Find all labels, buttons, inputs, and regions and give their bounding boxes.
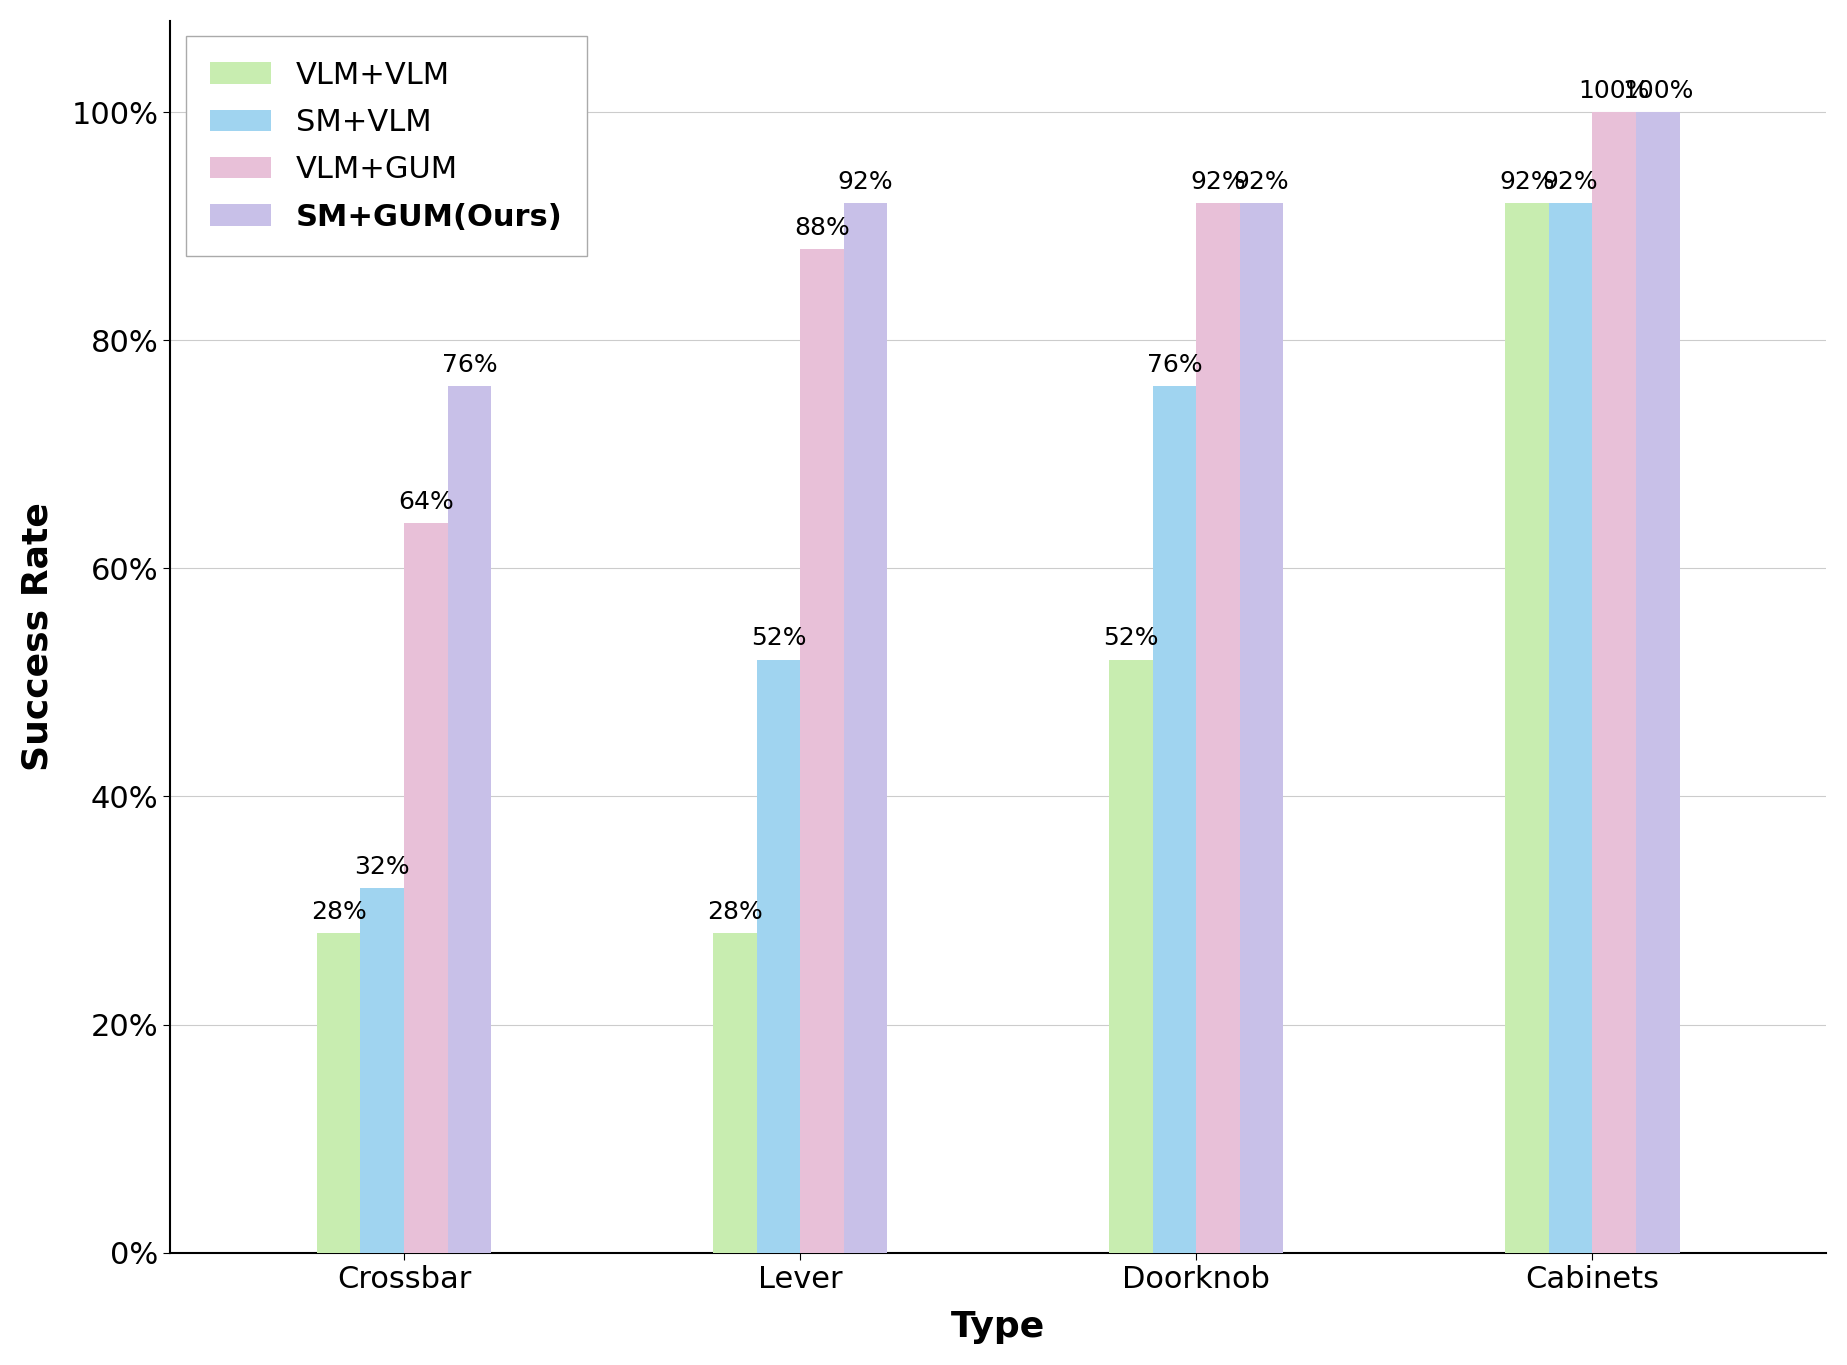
Bar: [1110, 659, 1153, 1253]
Text: 28%: 28%: [707, 900, 763, 924]
Bar: [844, 203, 887, 1253]
Legend: VLM+VLM, SM+VLM, VLM+GUM, SM+GUM(Ours): VLM+VLM, SM+VLM, VLM+GUM, SM+GUM(Ours): [185, 35, 587, 257]
Bar: [1636, 112, 1679, 1253]
X-axis label: Type: Type: [951, 1310, 1045, 1345]
Text: 92%: 92%: [1542, 171, 1598, 194]
Text: 92%: 92%: [839, 171, 894, 194]
Text: 92%: 92%: [1234, 171, 1289, 194]
Bar: [800, 248, 844, 1253]
Text: 28%: 28%: [310, 900, 366, 924]
Bar: [757, 659, 800, 1253]
Bar: [1505, 203, 1550, 1253]
Bar: [360, 887, 404, 1253]
Text: 64%: 64%: [397, 490, 454, 513]
Text: 32%: 32%: [355, 854, 410, 879]
Text: 92%: 92%: [1500, 171, 1555, 194]
Bar: [404, 523, 447, 1253]
Bar: [1239, 203, 1284, 1253]
Text: 100%: 100%: [1622, 79, 1694, 102]
Bar: [1197, 203, 1239, 1253]
Bar: [713, 934, 757, 1253]
Y-axis label: Success Rate: Success Rate: [20, 502, 55, 771]
Text: 92%: 92%: [1189, 171, 1247, 194]
Bar: [318, 934, 360, 1253]
Bar: [447, 386, 491, 1253]
Text: 100%: 100%: [1579, 79, 1649, 102]
Bar: [1153, 386, 1197, 1253]
Bar: [1550, 203, 1592, 1253]
Text: 76%: 76%: [441, 352, 497, 377]
Text: 76%: 76%: [1147, 352, 1202, 377]
Text: 88%: 88%: [794, 216, 850, 240]
Text: 52%: 52%: [750, 627, 805, 651]
Bar: [1592, 112, 1636, 1253]
Text: 52%: 52%: [1103, 627, 1158, 651]
